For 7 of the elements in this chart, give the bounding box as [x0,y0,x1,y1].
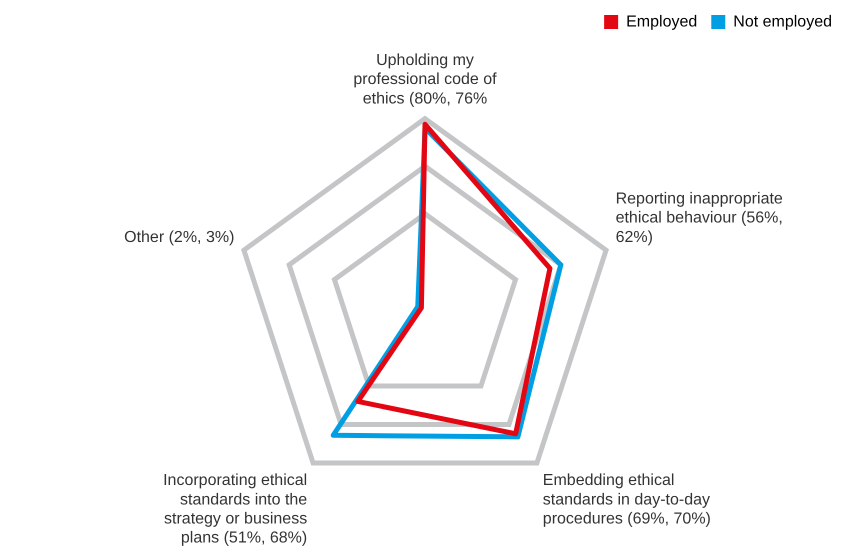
spoke-label: Other (2%, 3%) [124,228,234,246]
spoke-label: Upholding my professional code of ethics (80%, 76% [353,52,498,108]
legend-label: Not employed [733,13,832,30]
legend-label: Employed [626,13,698,30]
spoke-label: Incorporating ethical standards into the strategy or business plans (51%, 68%) [163,472,308,547]
spoke-label: Reporting inappropriate ethical behaviour (56%, 62%) [616,190,783,246]
spoke-label: Embedding ethical standards in day-to-day procedures (69%, 70%) [542,472,711,528]
